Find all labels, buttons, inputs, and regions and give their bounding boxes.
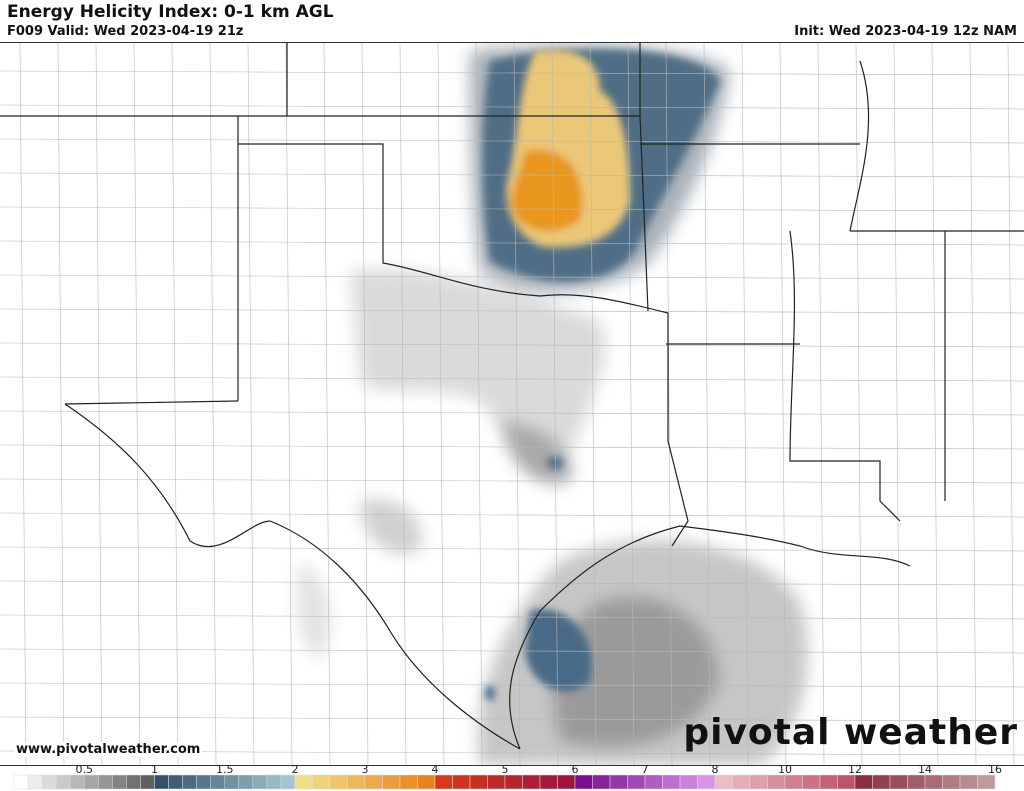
colorbar-tick-label: 0.5 bbox=[76, 764, 94, 776]
colorbar-tick-label: 2 bbox=[292, 764, 299, 776]
colorbar-cell bbox=[714, 774, 733, 790]
state-borders bbox=[0, 43, 1024, 750]
colorbar-cell bbox=[942, 774, 961, 790]
colorbar-cell bbox=[41, 774, 57, 790]
colorbar-cell bbox=[574, 774, 593, 790]
colorbar-cell bbox=[767, 774, 786, 790]
colorbar-tick-label: 4 bbox=[432, 764, 439, 776]
colorbar-cell bbox=[802, 774, 821, 790]
colorbar-cell bbox=[154, 774, 169, 790]
colorbar-cell bbox=[504, 774, 523, 790]
colorbar-cell bbox=[329, 774, 348, 790]
colorbar-cell bbox=[889, 774, 908, 790]
colorbar-tick-label: 6 bbox=[572, 764, 579, 776]
colorbar-tick-label: 14 bbox=[918, 764, 932, 776]
colorbar-cell bbox=[168, 774, 183, 790]
colorbar-cell bbox=[364, 774, 383, 790]
colorbar-tick-label: 3 bbox=[362, 764, 369, 776]
colorbar-cell bbox=[238, 774, 254, 790]
colorbar-cell bbox=[837, 774, 856, 790]
colorbar-cell bbox=[98, 774, 113, 790]
colorbar-cell bbox=[854, 774, 873, 790]
colorbar-cell bbox=[347, 774, 366, 790]
colorbar-cell bbox=[469, 774, 488, 790]
map-title: Energy Helicity Index: 0-1 km AGL bbox=[7, 2, 334, 22]
colorbar-cell bbox=[872, 774, 891, 790]
colorbar-cell bbox=[27, 774, 43, 790]
colorbar-cell bbox=[252, 774, 268, 790]
colorbar-cell bbox=[434, 774, 453, 790]
colorbar-cell bbox=[697, 774, 716, 790]
colorbar-tick-label: 5 bbox=[502, 764, 509, 776]
website-url: www.pivotalweather.com bbox=[14, 742, 203, 757]
colorbar-cell bbox=[819, 774, 838, 790]
colorbar-cell bbox=[644, 774, 663, 790]
colorbar: 0.5 1 1.5 2 3 4 5 6 7 8 10 12 14 16 bbox=[13, 764, 1002, 790]
colorbar-cell bbox=[312, 774, 331, 790]
colorbar-cell bbox=[84, 774, 99, 790]
colorbar-cell bbox=[182, 774, 197, 790]
pivotal-weather-logo: pivotal weather bbox=[683, 712, 1018, 753]
colorbar-cell bbox=[539, 774, 558, 790]
weather-map[interactable] bbox=[0, 42, 1024, 766]
colorbar-cell bbox=[924, 774, 943, 790]
colorbar-cell bbox=[487, 774, 506, 790]
colorbar-cell bbox=[224, 774, 240, 790]
colorbar-cell bbox=[382, 774, 401, 790]
colorbar-cell bbox=[609, 774, 628, 790]
colorbar-cell bbox=[13, 774, 29, 790]
colorbar-cell bbox=[627, 774, 646, 790]
colorbar-cell bbox=[732, 774, 751, 790]
colorbar-cell bbox=[662, 774, 681, 790]
county-lines bbox=[0, 43, 1024, 765]
ehi-shading-orange bbox=[506, 49, 630, 248]
colorbar-cell bbox=[280, 774, 296, 790]
colorbar-cell bbox=[417, 774, 436, 790]
colorbar-cell bbox=[126, 774, 141, 790]
colorbar-cell bbox=[592, 774, 611, 790]
colorbar-cell bbox=[557, 774, 576, 790]
colorbar-cell bbox=[112, 774, 127, 790]
colorbar-tick-label: 16 bbox=[988, 764, 1002, 776]
colorbar-cell bbox=[196, 774, 211, 790]
colorbar-cell bbox=[959, 774, 978, 790]
colorbar-cell bbox=[55, 774, 71, 790]
colorbar-cell bbox=[399, 774, 418, 790]
colorbar-cell bbox=[749, 774, 768, 790]
colorbar-cell bbox=[977, 774, 996, 790]
coastline bbox=[509, 525, 911, 750]
colorbar-cell bbox=[907, 774, 926, 790]
colorbar-tick-label: 12 bbox=[848, 764, 862, 776]
colorbar-tick-label: 7 bbox=[642, 764, 649, 776]
colorbar-cell bbox=[69, 774, 85, 790]
colorbar-cell bbox=[140, 774, 155, 790]
colorbar-cell bbox=[452, 774, 471, 790]
colorbar-tick-label: 8 bbox=[712, 764, 719, 776]
init-time: Init: Wed 2023-04-19 12z NAM bbox=[794, 24, 1017, 39]
colorbar-cell bbox=[522, 774, 541, 790]
colorbar-tick-label: 10 bbox=[778, 764, 792, 776]
colorbar-cell bbox=[210, 774, 225, 790]
colorbar-cell bbox=[679, 774, 698, 790]
colorbar-tick-label: 1 bbox=[151, 764, 158, 776]
colorbar-cell bbox=[294, 774, 313, 790]
valid-time: F009 Valid: Wed 2023-04-19 21z bbox=[7, 24, 244, 39]
colorbar-cell bbox=[784, 774, 803, 790]
colorbar-tick-label: 1.5 bbox=[216, 764, 234, 776]
colorbar-cell bbox=[266, 774, 282, 790]
